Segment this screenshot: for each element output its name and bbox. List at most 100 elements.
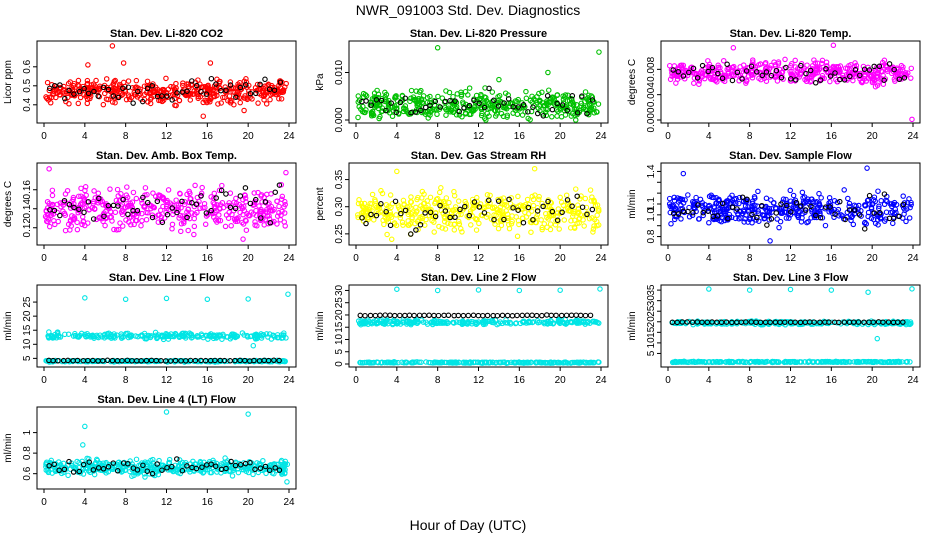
data-point — [498, 222, 505, 229]
data-point — [589, 194, 595, 200]
data-point — [539, 200, 545, 207]
data-point — [394, 286, 400, 292]
data-point — [515, 217, 522, 224]
data-point — [368, 109, 375, 116]
data-point — [219, 182, 225, 189]
data-point — [183, 92, 190, 98]
data-point — [150, 204, 156, 210]
data-point — [191, 223, 198, 230]
data-point — [680, 73, 687, 79]
data-point — [573, 102, 580, 108]
data-point — [422, 210, 428, 216]
data-point — [377, 312, 383, 319]
data-point — [84, 100, 91, 107]
data-point — [539, 89, 545, 96]
data-point — [809, 209, 815, 215]
data-point — [49, 192, 56, 199]
data-point — [509, 101, 516, 107]
data-point — [705, 208, 711, 214]
data-point — [798, 203, 804, 209]
data-point — [428, 206, 434, 213]
data-point — [822, 222, 829, 229]
data-point — [198, 193, 204, 199]
data-point — [387, 222, 394, 229]
x-tick-label: 8 — [123, 131, 129, 142]
data-point — [768, 72, 775, 79]
data-point — [866, 67, 873, 73]
data-point — [173, 80, 179, 87]
data-point — [241, 203, 247, 210]
data-point — [495, 103, 502, 109]
data-point — [256, 203, 262, 209]
data-point — [776, 224, 782, 231]
data-point — [227, 190, 234, 196]
data-point — [75, 193, 82, 200]
data-point — [383, 209, 389, 215]
data-point — [254, 87, 260, 94]
data-point — [193, 82, 200, 89]
data-point — [409, 216, 415, 222]
data-point — [220, 94, 226, 101]
data-point — [554, 113, 560, 119]
data-point — [582, 98, 588, 105]
data-point — [133, 195, 140, 202]
data-point — [105, 86, 112, 93]
data-point — [109, 43, 116, 49]
data-point — [473, 227, 480, 233]
data-point — [744, 196, 750, 203]
data-point — [539, 224, 545, 231]
data-point — [105, 96, 111, 103]
data-point — [491, 97, 497, 104]
data-point — [496, 76, 502, 83]
data-point — [720, 58, 727, 64]
data-point — [215, 101, 221, 107]
data-point — [243, 76, 249, 82]
data-point — [866, 192, 873, 199]
x-tick-label: 20 — [555, 131, 567, 142]
data-point — [191, 231, 197, 238]
data-point — [198, 88, 204, 95]
data-point — [85, 90, 92, 97]
data-point — [721, 206, 727, 213]
data-point — [908, 65, 915, 72]
data-point — [357, 312, 364, 319]
data-point — [79, 214, 86, 220]
data-point — [277, 79, 284, 85]
data-point — [595, 207, 602, 214]
data-point — [122, 296, 129, 303]
data-point — [823, 59, 830, 65]
data-point — [159, 98, 165, 105]
data-point — [271, 206, 277, 213]
data-point — [757, 61, 764, 67]
data-point — [527, 116, 533, 123]
data-point — [492, 113, 499, 119]
data-point — [437, 104, 443, 110]
x-tick-label: 12 — [161, 131, 173, 142]
panel-title: Stan. Dev. Sample Flow — [729, 150, 852, 162]
data-point — [233, 195, 239, 202]
data-point — [432, 98, 439, 105]
y-tick-label: 35 — [646, 284, 657, 296]
data-point — [47, 85, 53, 92]
data-point — [277, 217, 284, 223]
data-point — [57, 92, 64, 98]
panel-title: Stan. Dev. Line 2 Flow — [421, 272, 537, 284]
data-point — [394, 168, 400, 175]
x-tick-label: 24 — [283, 253, 295, 264]
data-point — [520, 102, 527, 108]
data-point — [276, 182, 283, 188]
data-point — [406, 312, 413, 319]
data-point — [767, 238, 773, 244]
y-tick-label: 0.8 — [22, 446, 33, 460]
data-point — [71, 216, 77, 223]
data-point — [475, 312, 482, 319]
data-point — [461, 105, 467, 111]
data-point — [414, 208, 420, 214]
x-tick-label: 20 — [867, 131, 879, 142]
y-tick-label: 0.000 — [646, 107, 657, 132]
data-point — [402, 312, 408, 319]
data-point — [203, 213, 210, 219]
data-point — [423, 216, 429, 223]
data-point — [388, 100, 394, 106]
data-point — [837, 198, 843, 205]
